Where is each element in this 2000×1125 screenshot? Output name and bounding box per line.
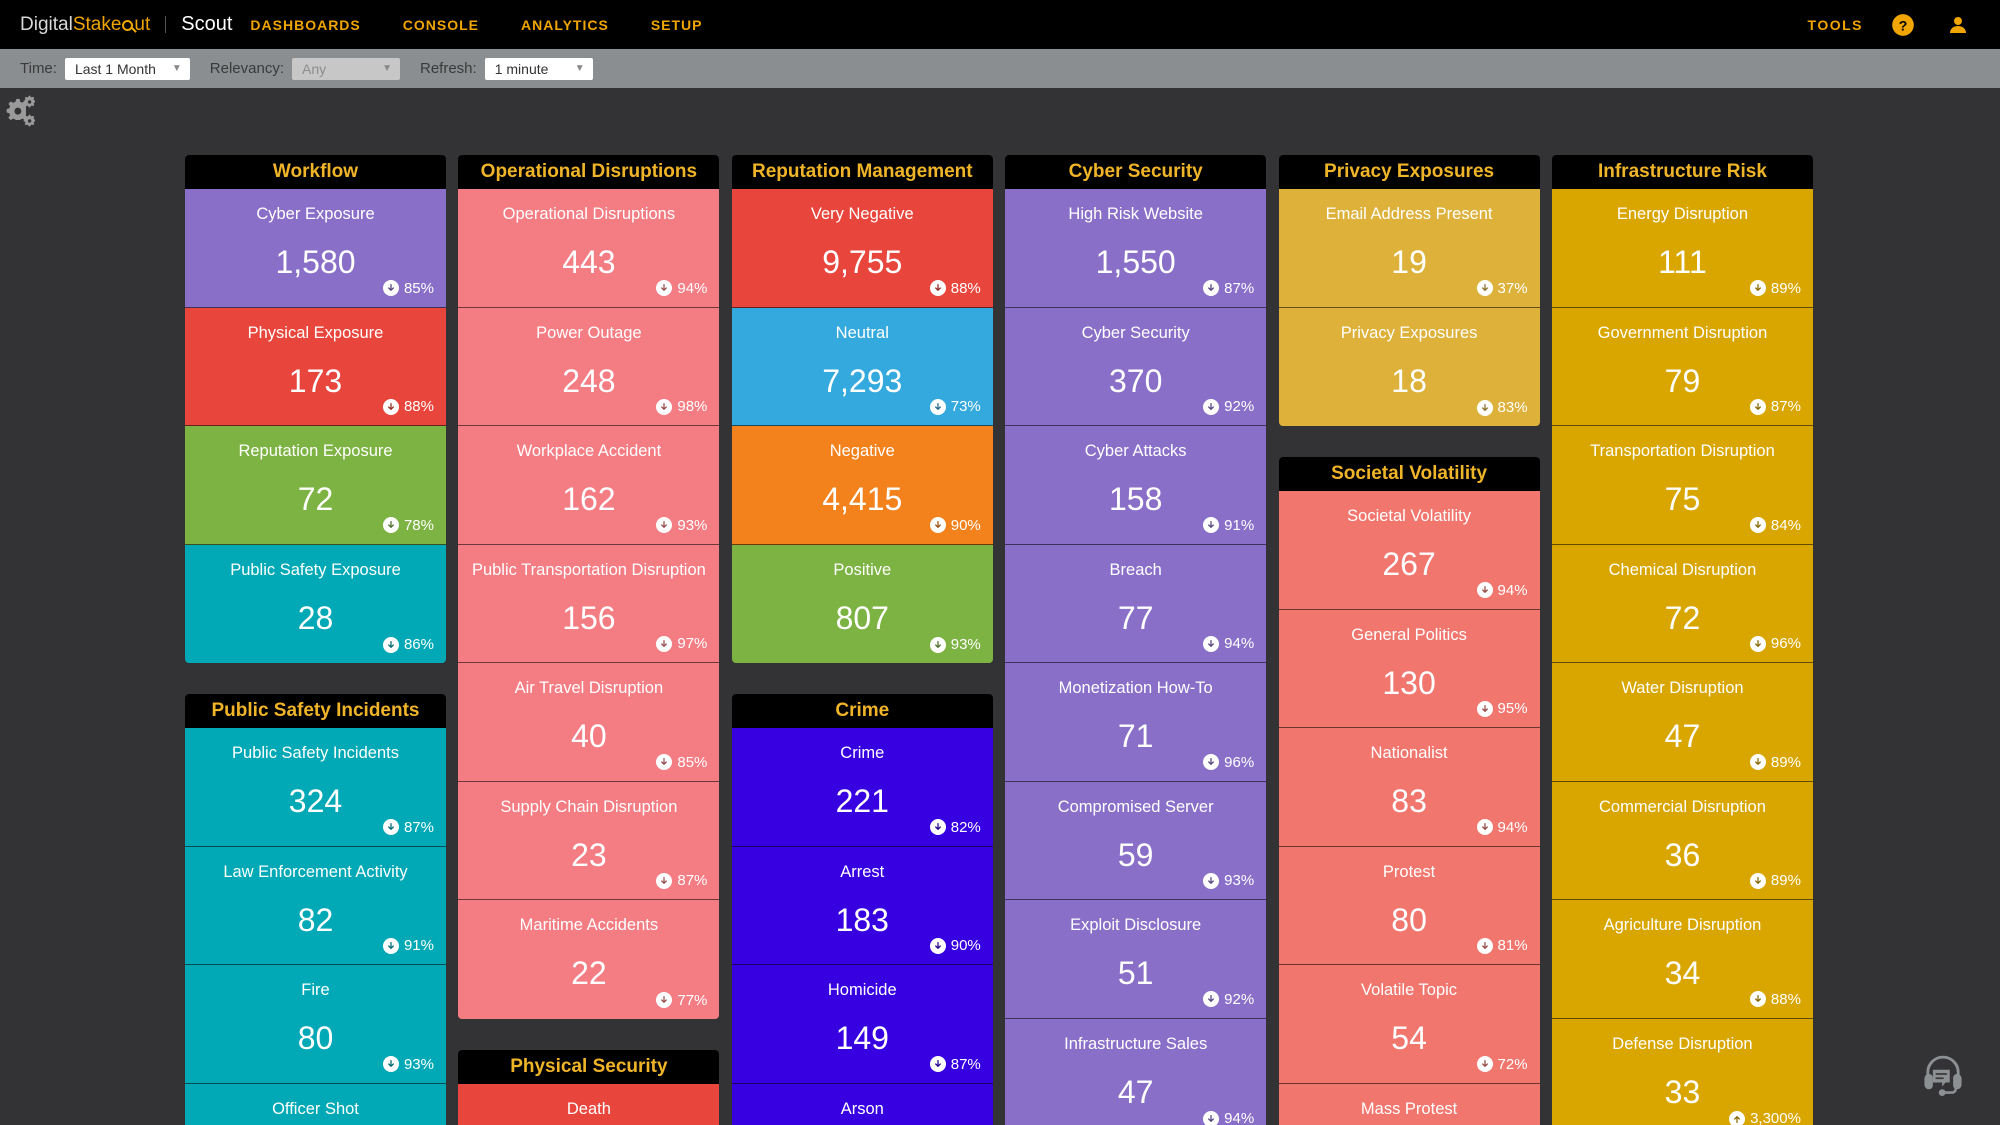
svg-text:?: ? (1899, 17, 1908, 33)
